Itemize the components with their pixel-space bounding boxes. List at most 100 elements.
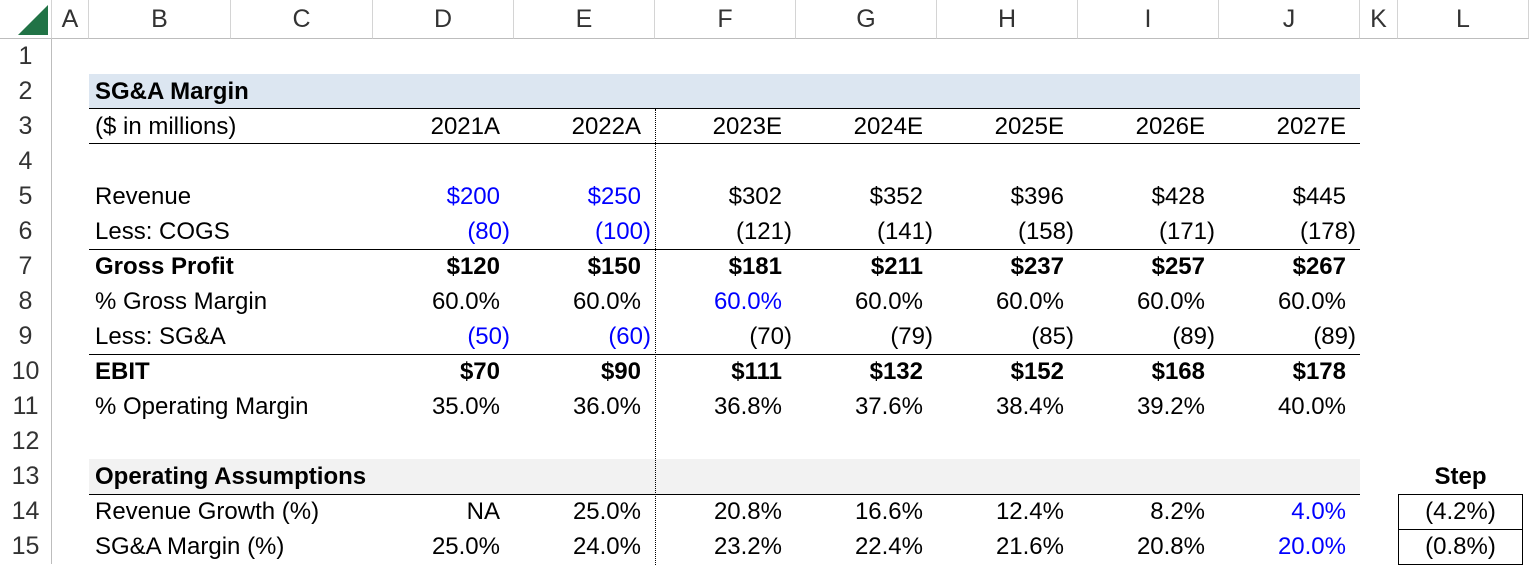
- cogs-cell[interactable]: (178): [1299, 217, 1356, 245]
- year-header[interactable]: 2027E: [1276, 112, 1346, 140]
- row-header-6[interactable]: 6: [0, 214, 52, 249]
- row-header-11[interactable]: 11: [0, 389, 52, 424]
- ebit-cell[interactable]: $152: [1010, 357, 1064, 385]
- revenue-growth-cell[interactable]: 16.6%: [854, 497, 923, 525]
- sga-cell[interactable]: (60): [608, 322, 651, 350]
- row-header-13[interactable]: 13: [0, 459, 52, 494]
- row-header-5[interactable]: 5: [0, 179, 52, 214]
- operating-margin-label[interactable]: % Operating Margin: [95, 392, 309, 420]
- sga-margin-cell[interactable]: 20.8%: [1136, 532, 1205, 560]
- gross-profit-cell[interactable]: $267: [1292, 252, 1346, 280]
- operating-margin-cell[interactable]: 36.0%: [572, 392, 641, 420]
- revenue-growth-label[interactable]: Revenue Growth (%): [95, 497, 320, 525]
- column-header-i[interactable]: I: [1078, 0, 1219, 39]
- ebit-label[interactable]: EBIT: [95, 357, 150, 385]
- sga-margin-cell[interactable]: 23.2%: [713, 532, 782, 560]
- sga-margin-cell[interactable]: 22.4%: [854, 532, 923, 560]
- ebit-cell[interactable]: $70: [459, 357, 500, 385]
- gross-profit-cell[interactable]: $237: [1010, 252, 1064, 280]
- ebit-cell[interactable]: $111: [731, 357, 782, 385]
- sga-margin-cell[interactable]: 24.0%: [572, 532, 641, 560]
- revenue-growth-cell[interactable]: 25.0%: [572, 497, 641, 525]
- row-header-14[interactable]: 14: [0, 494, 52, 529]
- row-header-1[interactable]: 1: [0, 39, 52, 74]
- year-header[interactable]: 2022A: [571, 112, 641, 140]
- cogs-cell[interactable]: (158): [1017, 217, 1074, 245]
- revenue-cell[interactable]: $445: [1292, 182, 1346, 210]
- column-header-b[interactable]: B: [89, 0, 231, 39]
- units-label[interactable]: ($ in millions): [95, 112, 237, 140]
- row-header-8[interactable]: 8: [0, 284, 52, 319]
- column-header-h[interactable]: H: [937, 0, 1078, 39]
- operating-margin-cell[interactable]: 40.0%: [1277, 392, 1346, 420]
- column-header-a[interactable]: A: [52, 0, 89, 39]
- operating-margin-cell[interactable]: 38.4%: [995, 392, 1064, 420]
- cogs-cell[interactable]: (121): [735, 217, 792, 245]
- gross-margin-cell[interactable]: 60.0%: [854, 287, 923, 315]
- year-header[interactable]: 2025E: [994, 112, 1064, 140]
- revenue-growth-cell[interactable]: 4.0%: [1291, 497, 1346, 525]
- sga-margin-cell[interactable]: 21.6%: [995, 532, 1064, 560]
- sga-cell[interactable]: (89): [1172, 322, 1215, 350]
- column-header-g[interactable]: G: [796, 0, 937, 39]
- sga-cell[interactable]: (50): [467, 322, 510, 350]
- revenue-label[interactable]: Revenue: [95, 182, 192, 210]
- assumptions-title[interactable]: Operating Assumptions: [95, 462, 367, 490]
- revenue-growth-step-cell[interactable]: (4.2%): [1425, 497, 1496, 525]
- sga-cell[interactable]: (79): [890, 322, 933, 350]
- revenue-cell[interactable]: $352: [869, 182, 923, 210]
- gross-profit-label[interactable]: Gross Profit: [95, 252, 234, 280]
- sga-cell[interactable]: (89): [1313, 322, 1356, 350]
- revenue-cell[interactable]: $428: [1151, 182, 1205, 210]
- sga-margin-label[interactable]: SG&A Margin (%): [95, 532, 285, 560]
- gross-profit-cell[interactable]: $150: [587, 252, 641, 280]
- select-all-corner[interactable]: [0, 0, 52, 39]
- row-header-4[interactable]: 4: [0, 144, 52, 179]
- section-title[interactable]: SG&A Margin: [95, 77, 249, 105]
- column-header-f[interactable]: F: [655, 0, 796, 39]
- cogs-cell[interactable]: (141): [876, 217, 933, 245]
- gross-margin-cell[interactable]: 60.0%: [572, 287, 641, 315]
- column-header-d[interactable]: D: [373, 0, 514, 39]
- gross-margin-label[interactable]: % Gross Margin: [95, 287, 268, 315]
- ebit-cell[interactable]: $132: [869, 357, 923, 385]
- operating-margin-cell[interactable]: 37.6%: [854, 392, 923, 420]
- row-header-12[interactable]: 12: [0, 424, 52, 459]
- column-header-c[interactable]: C: [231, 0, 373, 39]
- year-header[interactable]: 2021A: [430, 112, 500, 140]
- sga-cell[interactable]: (70): [749, 322, 792, 350]
- revenue-growth-cell[interactable]: NA: [466, 497, 500, 525]
- sga-margin-cell[interactable]: 20.0%: [1277, 532, 1346, 560]
- gross-profit-cell[interactable]: $181: [728, 252, 782, 280]
- ebit-cell[interactable]: $90: [600, 357, 641, 385]
- gross-profit-cell[interactable]: $120: [446, 252, 500, 280]
- revenue-cell[interactable]: $200: [446, 182, 500, 210]
- gross-margin-cell[interactable]: 60.0%: [713, 287, 782, 315]
- sga-label[interactable]: Less: SG&A: [95, 322, 226, 350]
- column-header-e[interactable]: E: [514, 0, 655, 39]
- ebit-cell[interactable]: $178: [1292, 357, 1346, 385]
- operating-margin-cell[interactable]: 35.0%: [431, 392, 500, 420]
- step-header[interactable]: Step: [1434, 462, 1487, 490]
- gross-margin-cell[interactable]: 60.0%: [431, 287, 500, 315]
- revenue-growth-cell[interactable]: 8.2%: [1150, 497, 1205, 525]
- operating-margin-cell[interactable]: 36.8%: [713, 392, 782, 420]
- ebit-cell[interactable]: $168: [1151, 357, 1205, 385]
- sga-margin-cell[interactable]: 25.0%: [431, 532, 500, 560]
- column-header-j[interactable]: J: [1219, 0, 1360, 39]
- cogs-cell[interactable]: (80): [467, 217, 510, 245]
- row-header-10[interactable]: 10: [0, 354, 52, 389]
- column-header-l[interactable]: L: [1398, 0, 1529, 39]
- gross-profit-cell[interactable]: $257: [1151, 252, 1205, 280]
- column-header-k[interactable]: K: [1360, 0, 1398, 39]
- revenue-growth-cell[interactable]: 12.4%: [995, 497, 1064, 525]
- cogs-cell[interactable]: (100): [594, 217, 651, 245]
- cogs-label[interactable]: Less: COGS: [95, 217, 230, 245]
- gross-margin-cell[interactable]: 60.0%: [995, 287, 1064, 315]
- year-header[interactable]: 2024E: [853, 112, 923, 140]
- cogs-cell[interactable]: (171): [1158, 217, 1215, 245]
- revenue-growth-cell[interactable]: 20.8%: [713, 497, 782, 525]
- revenue-cell[interactable]: $250: [587, 182, 641, 210]
- row-header-15[interactable]: 15: [0, 529, 52, 564]
